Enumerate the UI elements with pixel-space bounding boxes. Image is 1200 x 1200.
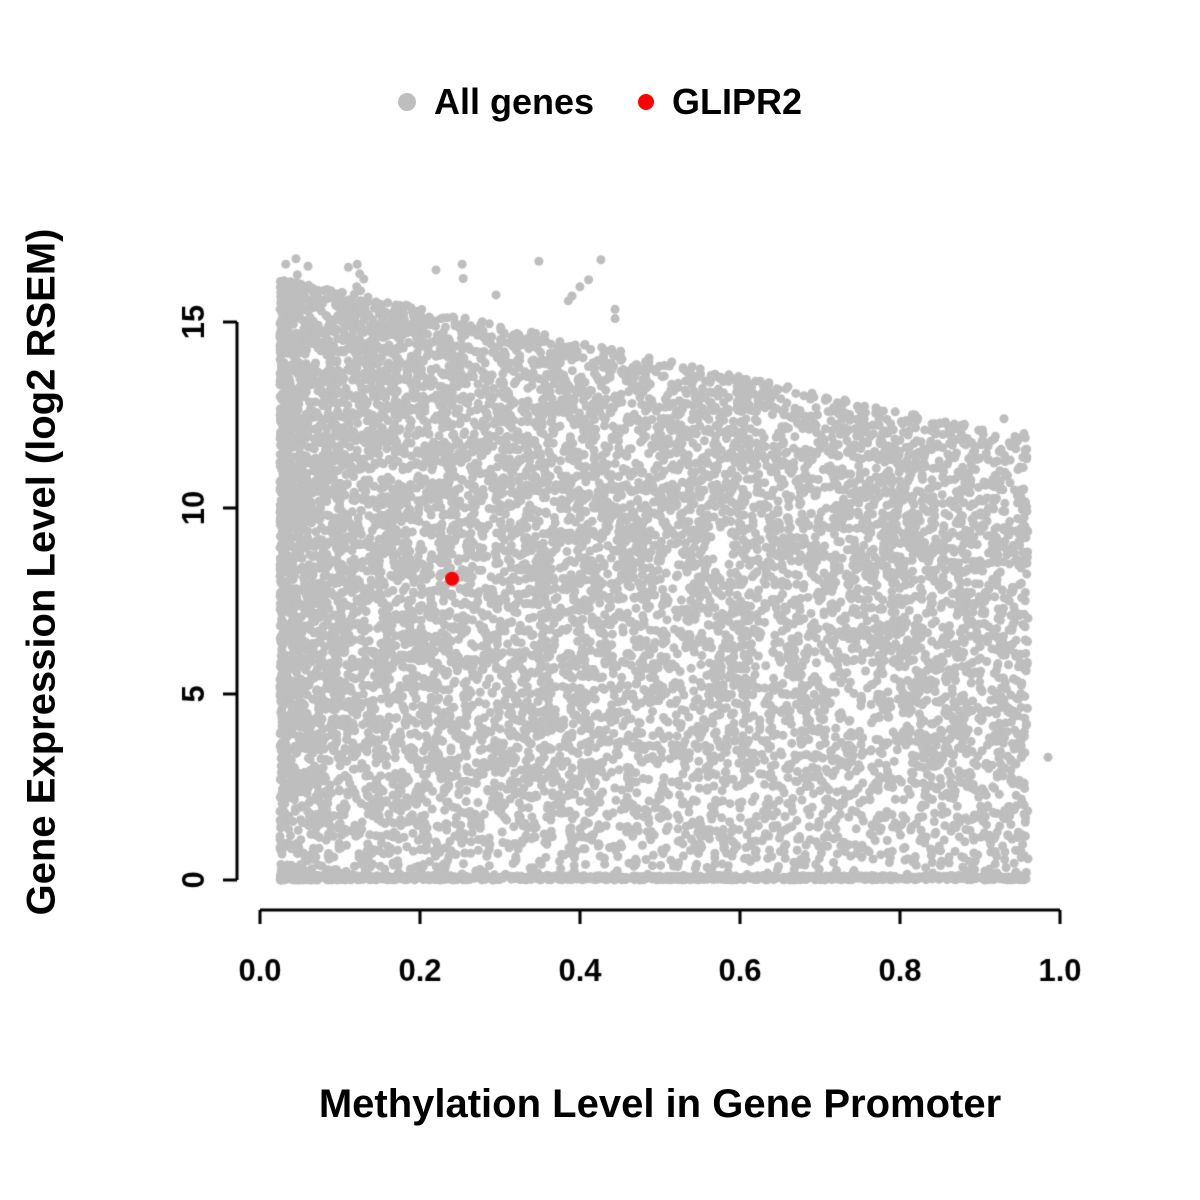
legend: All genes GLIPR2 — [0, 84, 1200, 120]
legend-item-glipr2: GLIPR2 — [638, 84, 802, 120]
y-axis-label: Gene Expression Level (log2 RSEM) — [19, 228, 64, 916]
glipr2-dot-icon — [638, 94, 655, 110]
legend-item-all-genes: All genes — [397, 81, 595, 122]
all-genes-dot-icon — [397, 93, 416, 111]
x-axis-label: Methylation Level in Gene Promoter — [318, 1082, 1002, 1126]
legend-label-all-genes: All genes — [433, 81, 595, 122]
legend-label-glipr2: GLIPR2 — [672, 81, 803, 122]
